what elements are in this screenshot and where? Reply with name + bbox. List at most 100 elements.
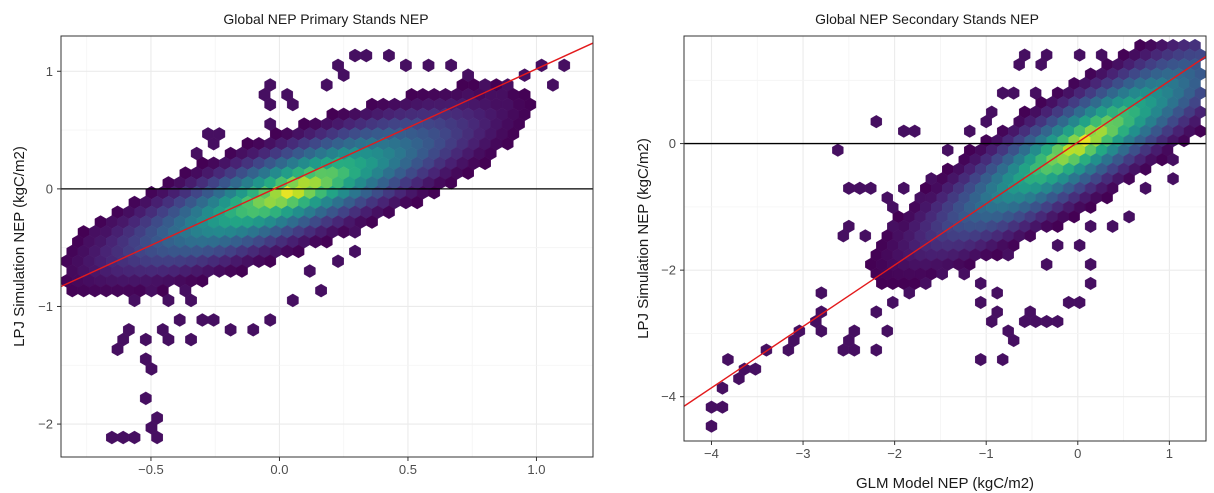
hexbin-cell [887,295,899,310]
hexbin-cell [383,205,395,220]
hexbin-cell [264,117,277,131]
hexbin-cell [315,283,327,298]
hexbin-cell [320,234,333,249]
hexbin-cell [964,124,976,138]
hexbin-cell [332,58,344,73]
x-tick-label: −0.5 [138,462,164,477]
hexbin-cell [991,286,1003,300]
hexbin-cell [479,156,491,171]
hexbin-cell [925,172,937,186]
hexbin-cell [139,391,152,406]
left-hexbins [60,48,571,445]
hexbin-cell [1095,48,1108,62]
hexbin-cell [383,48,395,63]
x-tick-label: −2 [887,446,902,461]
y-axis-title-left: LPJ Simulation NEP (kgC/m2) [11,146,28,347]
hexbin-cell [236,264,248,278]
hexbin-cell [1002,248,1014,262]
hexbin-cell [1018,48,1031,62]
x-tick-label: 0.5 [399,462,417,477]
hexbin-cell [1068,210,1080,224]
panel-right: Global NEP Secondary Stands NEP −4 −3 −2 −1… [635,11,1207,492]
hexbin-cell [848,324,861,338]
hexbin-cell [366,215,378,229]
hexbin-cell [881,191,893,205]
x-tick-label: 1 [1166,446,1173,461]
left-tick-labels: −0.5 0.0 0.5 1.0 −2 −1 0 1 [38,64,545,477]
y-tick-label: 0 [669,136,676,151]
hexbin-cell [400,58,412,73]
hexbin-cell [349,225,361,239]
hexbin-cell [303,264,316,278]
x-tick-label: 0.0 [270,462,288,477]
hexbin-cell [1084,276,1097,291]
right-regression-line [683,55,1207,407]
hexbin-cell [1167,153,1179,167]
hexbin-cell [422,58,435,73]
hexbin-cell [247,323,260,337]
hexbin-cell [139,332,152,347]
hexbin-cell [1073,238,1086,252]
hexbin-cell [705,419,718,433]
hexbin-cell [909,124,921,138]
hexbin-cell [1167,172,1179,186]
hexbin-cell [1139,162,1152,176]
hexbin-cell [1051,314,1064,329]
hexbin-cell [749,362,762,376]
hexbin-cell [264,78,277,92]
hexbin-cell [975,353,987,367]
hexbin-cell [558,58,571,73]
hexbin-cell [264,313,277,327]
hexbin-cell [1084,200,1097,214]
hexbin-cell [349,244,361,259]
hexbin-cell [202,127,214,141]
hexbin-cell [547,78,559,92]
hexbin-cell [898,181,910,195]
hexbin-cell [975,276,987,291]
hexbin-cell [1007,333,1020,348]
hexbin-cell [535,58,548,73]
x-tick-label: −4 [704,446,719,461]
y-tick-label: −2 [661,263,676,278]
hexbin-cell [903,286,915,300]
hexbin-cell [173,313,186,327]
hexbin-cell [286,293,299,308]
hexbin-cell [185,332,197,347]
hexbin-cell [292,244,305,259]
hexbin-cell [151,430,163,445]
hexbin-cell [1007,86,1020,100]
hexbin-cell [1040,257,1053,271]
hexbin-cell [1051,238,1064,252]
hexbin-cell [1106,219,1119,233]
hexbin-cell [462,68,474,82]
hexbin-cell [179,283,192,298]
hexbin-cell [870,115,883,129]
right-tick-labels: −4 −3 −2 −1 0 1 −4 −2 0 [661,136,1173,461]
hexbin-cell [445,58,457,73]
hexbin-cell [1073,295,1086,310]
hexbin-cell [1139,181,1152,195]
left-plot-border [60,35,594,458]
hexbin-cell [145,362,158,376]
hexbin-cell [264,254,277,269]
hexbin-cell [1123,172,1135,186]
hexbin-cell [958,267,970,281]
hexbin-cell [782,343,795,357]
hexbin-cell [832,143,844,157]
left-regression-line [60,42,594,288]
hexbin-cell [224,323,237,337]
hexbin-cell [870,343,883,357]
hexbin-cell [122,323,135,337]
hexbin-cell [501,136,514,151]
hexbin-cell [865,181,877,195]
x-tick-label: 0 [1074,446,1081,461]
hexbin-cell [1084,257,1097,271]
hexbin-cell [162,293,175,308]
hexbin-cell [815,286,828,300]
x-tick-label: −3 [796,446,811,461]
hexbin-cell [936,267,948,281]
hexbin-cell [986,314,998,329]
hexbin-cell [1029,86,1042,100]
hexbin-cell [196,274,209,288]
